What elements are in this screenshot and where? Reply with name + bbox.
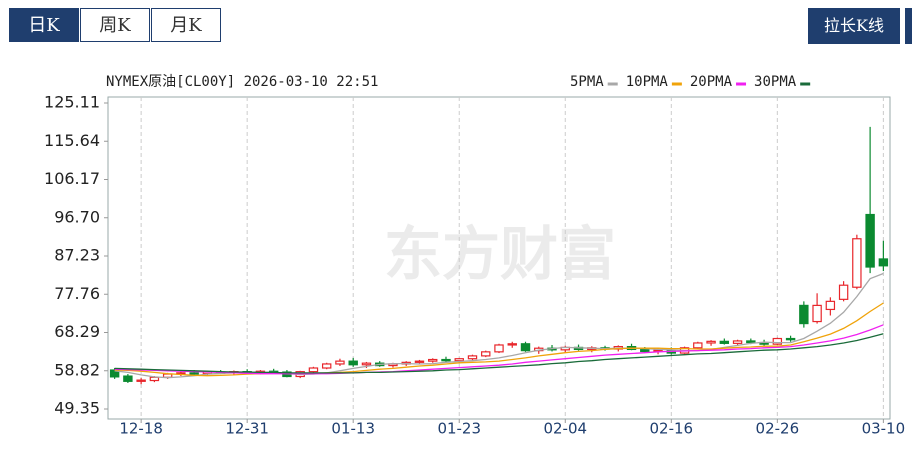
tab[interactable]: 月K [151,8,221,42]
y-tick-label: 125.11 [44,93,100,112]
candle-body [335,360,345,365]
candle-body [772,337,783,345]
x-tick-label: 01-13 [331,420,375,438]
candle-body [123,375,133,382]
x-tick-label: 02-26 [756,420,800,438]
x-tick-label: 12-18 [119,420,163,438]
stretch-button[interactable]: 拉长K线 [808,8,900,44]
candle-body [454,358,464,362]
candle-body [441,358,451,362]
candle-body [507,343,517,346]
candle-body [308,367,319,373]
candle-body [693,342,703,349]
y-tick-label: 87.23 [54,246,100,265]
candle-body [162,373,173,378]
candle-body [481,351,491,357]
legend-label: 30PMA [754,74,797,90]
candle-body [467,355,478,360]
candle-body [494,344,504,353]
x-tick-label: 02-16 [650,420,694,438]
candle-body [428,358,438,362]
x-tick-label: 01-23 [437,420,481,438]
x-tick-label: 02-04 [543,420,587,438]
x-tick-label: 12-31 [225,420,269,438]
ma-line [114,324,884,375]
y-tick-label: 49.35 [54,399,100,418]
candle-body [414,360,425,363]
candle-body [799,304,809,325]
candle-body [732,340,743,344]
candle-body [785,337,796,341]
chart-title: NYMEX原油[CL00Y] 2026-03-10 22:51 [106,74,378,90]
candle-body [136,379,146,382]
candle-body [865,213,875,268]
candle-body [746,340,756,344]
y-tick-label: 96.70 [54,207,100,226]
candle-body [149,376,160,382]
candle-body [361,362,372,366]
candle-body [706,340,716,344]
legend-label: 10PMA [626,74,669,90]
y-tick-label: 77.76 [54,284,100,303]
ma-line [114,302,884,377]
candle-body [825,300,836,311]
candle-body [520,343,531,352]
candle-body [838,284,849,300]
watermark: 东方财富 [384,220,616,288]
y-tick-label: 115.64 [44,131,100,150]
tab[interactable]: 日K [9,8,79,42]
legend-label: 20PMA [690,74,733,90]
x-tick-label: 03-10 [862,420,906,438]
candle-body [719,340,730,344]
candle-body [812,304,822,323]
candle-body [852,238,862,288]
y-tick-label: 58.82 [54,360,100,379]
ma-line [114,272,884,379]
candle-body [878,258,889,267]
candle-body [640,348,650,353]
button-edge [905,8,912,44]
ma-line [114,333,884,374]
candle-body [189,372,199,375]
tab[interactable]: 周K [80,8,150,42]
plot-frame [107,96,891,420]
legend-label: 5PMA [570,74,604,90]
candle-body [321,363,332,369]
y-tick-label: 106.17 [44,169,100,188]
candle-body [348,360,358,366]
y-tick-label: 68.29 [54,322,100,341]
